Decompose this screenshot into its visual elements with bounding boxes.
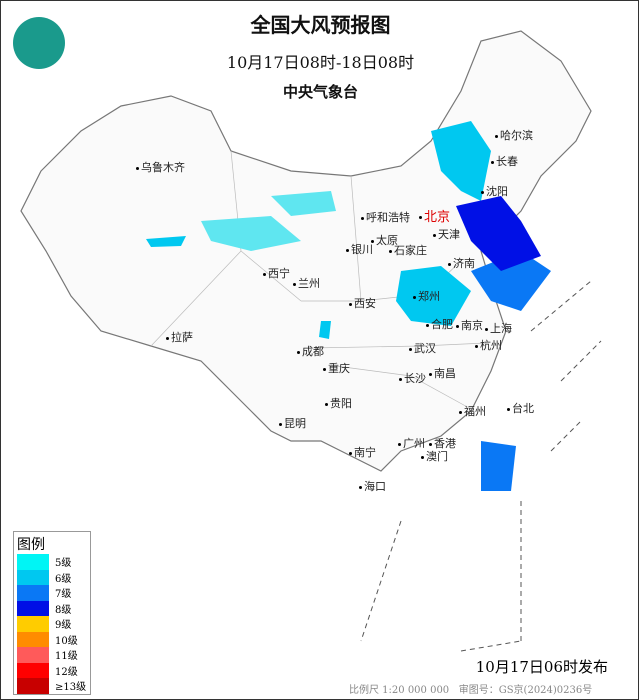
legend-item: 9级 — [14, 616, 90, 632]
legend-swatch — [17, 554, 49, 570]
map-title: 全国大风预报图 — [250, 13, 391, 37]
legend-item: 10级 — [14, 631, 90, 647]
city-label: 呼和浩特 — [361, 209, 410, 225]
agency-name: 中央气象台 — [282, 83, 358, 101]
legend-label: 7级 — [55, 589, 72, 601]
city-label: 海口 — [359, 478, 386, 494]
legend: 图例 5级 6级 7级 8级 9级 10级 11级 12级 ≥13级 — [13, 531, 91, 695]
legend-item: 11级 — [14, 647, 90, 663]
cma-logo — [13, 17, 65, 69]
city-label: 天津 — [433, 226, 460, 242]
city-label: 哈尔滨 — [495, 127, 533, 143]
scale-approval: 比例尺 1:20 000 000 审图号：GS京(2024)0236号 — [349, 681, 592, 696]
legend-label: 6级 — [55, 573, 72, 585]
legend-label: 11级 — [55, 651, 78, 663]
city-label: 银川 — [346, 241, 373, 257]
approval-number: 审图号：GS京(2024)0236号 — [458, 685, 593, 696]
city-label: 郑州 — [413, 288, 440, 304]
wind-area-7 — [481, 441, 516, 491]
legend-item: 6级 — [14, 569, 90, 585]
city-label: 南京 — [456, 317, 483, 333]
issue-time: 10月17日06时发布 — [475, 658, 608, 676]
wind-area-6 — [319, 321, 331, 339]
legend-label: 9级 — [55, 620, 72, 632]
wind-area-6 — [431, 121, 491, 201]
wind-areas — [146, 121, 551, 491]
wind-area-7 — [471, 251, 551, 311]
city-label: 长春 — [491, 153, 518, 169]
city-label: 兰州 — [293, 275, 320, 291]
wind-area-5 — [271, 191, 336, 216]
city-label: 澳门 — [421, 448, 448, 464]
city-label: 昆明 — [279, 415, 306, 431]
city-label: 成都 — [297, 343, 324, 359]
city-label: 西安 — [349, 295, 376, 311]
legend-label: 12级 — [55, 666, 78, 678]
city-label: 乌鲁木齐 — [136, 159, 185, 175]
legend-swatch — [17, 569, 49, 585]
legend-swatch — [17, 585, 49, 601]
legend-swatch — [17, 678, 49, 694]
city-label: 北京 — [419, 206, 450, 225]
wind-area-8 — [456, 196, 541, 271]
city-label: 武汉 — [409, 340, 436, 356]
city-label: 长沙 — [399, 370, 426, 386]
city-label: 西宁 — [263, 265, 290, 281]
legend-item: 8级 — [14, 600, 90, 616]
city-label: 石家庄 — [389, 242, 427, 258]
sea-boundary — [360, 280, 602, 652]
city-label: 拉萨 — [166, 329, 193, 345]
city-label: 广州 — [398, 435, 425, 451]
legend-item: ≥13级 — [14, 678, 90, 694]
city-label: 合肥 — [426, 316, 453, 332]
city-label: 南宁 — [349, 444, 376, 460]
legend-label: 8级 — [55, 604, 72, 616]
city-label: 台北 — [507, 400, 534, 416]
city-label: 福州 — [459, 403, 486, 419]
city-label: 杭州 — [475, 337, 502, 353]
legend-label: 10级 — [55, 635, 78, 647]
wind-area-5 — [201, 216, 301, 251]
city-label: 济南 — [448, 255, 475, 271]
legend-item: 7级 — [14, 585, 90, 601]
legend-label: 5级 — [55, 558, 72, 570]
legend-item: 5级 — [14, 554, 90, 570]
legend-item: 12级 — [14, 662, 90, 678]
legend-title: 图例 — [17, 537, 45, 553]
city-label: 香港 — [429, 435, 456, 451]
legend-swatch — [17, 647, 49, 663]
wind-area-6 — [146, 236, 186, 247]
legend-swatch — [17, 616, 49, 632]
city-label: 贵阳 — [325, 395, 352, 411]
legend-swatch — [17, 662, 49, 678]
forecast-period: 10月17日08时-18日08时 — [226, 53, 415, 72]
city-label: 重庆 — [323, 360, 350, 376]
city-label: 上海 — [485, 320, 512, 336]
scale-text: 比例尺 1:20 000 000 — [349, 685, 450, 696]
legend-label: ≥13级 — [55, 682, 87, 694]
city-label: 沈阳 — [481, 183, 508, 199]
city-label: 南昌 — [429, 365, 456, 381]
legend-swatch — [17, 631, 49, 647]
legend-swatch — [17, 600, 49, 616]
